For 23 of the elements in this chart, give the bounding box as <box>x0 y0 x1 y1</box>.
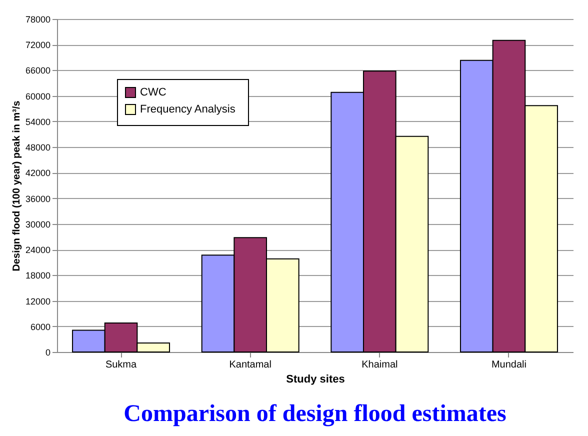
y-tick-label: 12000 <box>25 296 50 306</box>
y-tick-label: 6000 <box>30 322 50 332</box>
y-tick-label: 66000 <box>25 66 50 76</box>
y-tick-label: 54000 <box>25 116 50 127</box>
y-tick-label: 42000 <box>25 168 50 178</box>
x-tick-label: Mundali <box>491 360 526 370</box>
y-axis-title: Design flood (100 year) peak in m³/s <box>11 100 22 272</box>
x-tick-label: Sukma <box>105 360 138 370</box>
x-axis-title: Study sites <box>286 374 345 386</box>
legend-label: CWC <box>140 86 166 98</box>
y-tick-label: 18000 <box>25 270 50 281</box>
y-tick-label: 48000 <box>25 142 50 153</box>
y-tick-label: 72000 <box>25 40 50 50</box>
x-tick-label: Kantamal <box>229 360 272 370</box>
y-tick-label: 36000 <box>25 194 50 204</box>
y-tick-label: 30000 <box>25 219 50 230</box>
legend-label: Frequency Analysis <box>140 104 236 116</box>
text: Comparison of design flood estimates <box>124 401 506 427</box>
y-tick-label: 24000 <box>25 245 50 256</box>
y-tick-label: 78000 <box>25 14 50 24</box>
y-tick-label: 60000 <box>25 91 50 102</box>
y-tick-label: 0 <box>45 348 50 358</box>
x-tick-label: Khaimal <box>362 360 398 370</box>
